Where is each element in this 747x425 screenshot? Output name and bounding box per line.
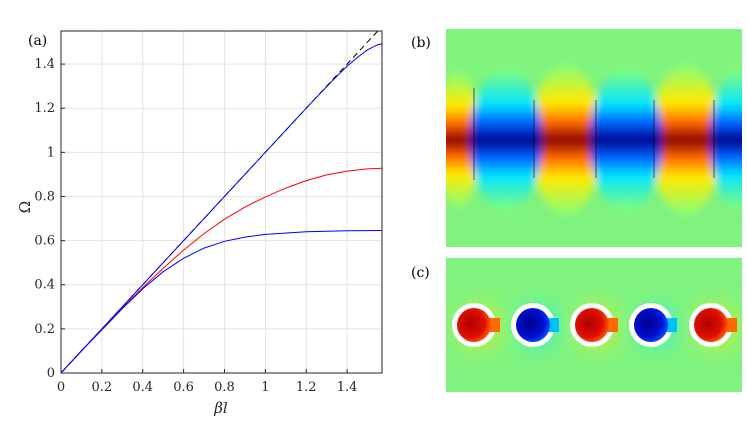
y-tick-label: 0.2: [34, 322, 55, 337]
x-tick-label: 0.8: [214, 380, 235, 395]
y-tick-label: 1.2: [34, 101, 55, 116]
y-tick-label: 1.4: [34, 57, 55, 72]
y-tick-label: 0.8: [34, 189, 55, 204]
field-map-b: [446, 29, 742, 247]
y-tick-label: 0.4: [34, 278, 55, 293]
x-axis-label: βl: [213, 399, 228, 417]
panel-b-label: (b): [411, 35, 431, 51]
x-tick-label: 0: [57, 380, 65, 395]
x-tick-labels: 0 0.2 0.4 0.6 0.8 1 1.2 1.4: [57, 380, 358, 395]
grid: [60, 31, 382, 374]
panel-c-label: (c): [411, 265, 430, 281]
panel-a: (a) 0 0.2 0.4 0.6 0.8 1 1.2 1.4 0 0.2 0.4 0.6 0.8 1 1…: [16, 30, 383, 417]
y-tick-label: 1: [47, 145, 55, 160]
x-tick-label: 0.2: [92, 380, 113, 395]
x-tick-label: 1: [261, 380, 269, 395]
x-tick-label: 1.2: [296, 380, 317, 395]
x-tick-label: 0.4: [132, 380, 153, 395]
y-tick-label: 0.6: [34, 234, 55, 249]
series-line-4: [61, 230, 382, 373]
axes-box: [60, 30, 383, 374]
series-line-2: [61, 43, 382, 373]
field-map-c: [446, 258, 742, 392]
split-rings: [452, 303, 737, 347]
x-tick-label: 1.4: [337, 380, 358, 395]
y-tick-label: 0: [47, 366, 55, 381]
y-tick-labels: 0 0.2 0.4 0.6 0.8 1 1.2 1.4: [34, 57, 55, 381]
panel-a-label: (a): [28, 33, 47, 49]
x-tick-label: 0.6: [173, 380, 194, 395]
panel-b: (b): [411, 29, 742, 247]
panel-c: (c): [411, 258, 742, 392]
y-axis-label: Ω: [16, 201, 34, 213]
series-group: [61, 31, 382, 373]
